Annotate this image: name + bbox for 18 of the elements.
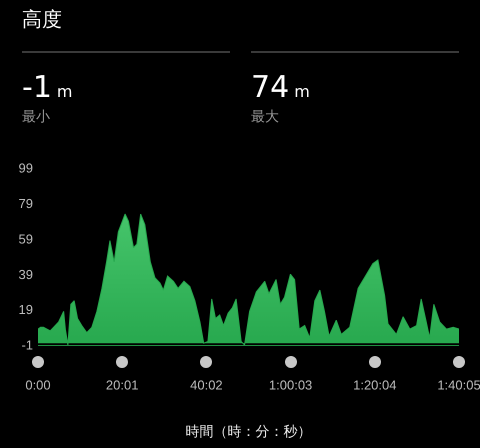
y-tick-label: 79 xyxy=(18,196,33,211)
text: 最大 xyxy=(251,108,279,126)
y-tick-label: -1 xyxy=(21,338,33,353)
y-tick-label: 99 xyxy=(18,160,33,176)
y-tick-label: 39 xyxy=(18,266,33,282)
chart-title: 高度 xyxy=(22,6,62,33)
y-tick-label: 19 xyxy=(18,302,33,318)
x-tick-label: 20:01 xyxy=(106,378,138,393)
x-tick-label: 1:00:03 xyxy=(268,378,312,393)
x-tick-label: 40:02 xyxy=(190,378,223,393)
text: -1 m xyxy=(22,70,73,105)
y-tick-label: 59 xyxy=(18,231,33,246)
text: 最小 xyxy=(22,108,50,126)
x-axis-title: 時間（時：分：秒） xyxy=(186,422,312,439)
x-tick-label: 1:20:04 xyxy=(353,378,396,393)
x-tick-label: 0:00 xyxy=(25,378,51,393)
text: 74 m xyxy=(251,70,310,105)
x-tick-label: 1:40:05 xyxy=(437,378,480,393)
